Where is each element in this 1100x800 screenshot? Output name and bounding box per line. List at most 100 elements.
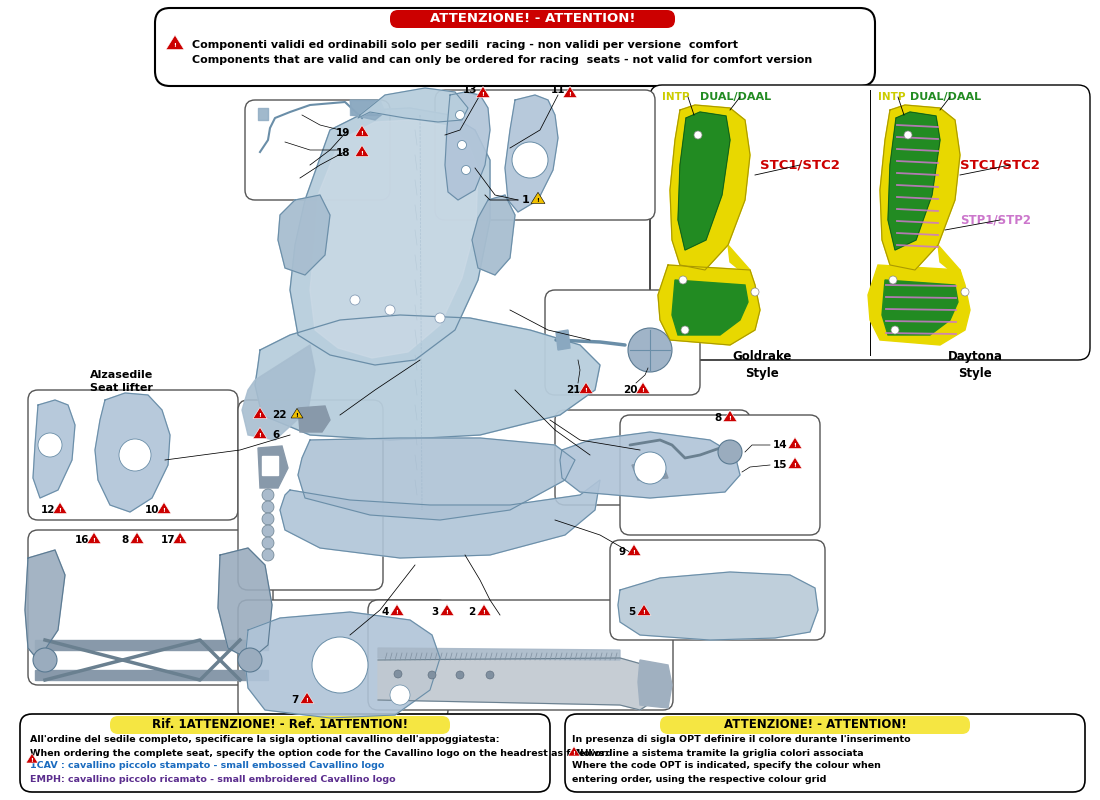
Text: !: ! xyxy=(632,550,636,555)
Text: dell'ordine a sistema tramite la griglia colori associata: dell'ordine a sistema tramite la griglia… xyxy=(572,749,864,758)
Text: !: ! xyxy=(584,388,587,393)
Polygon shape xyxy=(358,88,468,122)
Polygon shape xyxy=(556,330,570,350)
Circle shape xyxy=(434,313,446,323)
Polygon shape xyxy=(880,105,960,270)
Polygon shape xyxy=(938,245,962,280)
Text: 10: 10 xyxy=(145,505,160,515)
Polygon shape xyxy=(788,438,802,449)
Polygon shape xyxy=(310,120,478,358)
Text: Componenti validi ed ordinabili solo per sedili  racing - non validi per version: Componenti validi ed ordinabili solo per… xyxy=(192,40,738,50)
Polygon shape xyxy=(672,280,748,335)
Polygon shape xyxy=(670,105,750,270)
Circle shape xyxy=(262,513,274,525)
Polygon shape xyxy=(350,100,385,120)
Polygon shape xyxy=(157,502,170,514)
Polygon shape xyxy=(728,245,752,280)
Polygon shape xyxy=(563,86,578,98)
Polygon shape xyxy=(627,544,641,555)
Text: !: ! xyxy=(306,698,308,703)
Text: 1: 1 xyxy=(522,195,530,205)
Circle shape xyxy=(262,549,274,561)
Polygon shape xyxy=(173,532,187,543)
Circle shape xyxy=(961,288,969,296)
FancyBboxPatch shape xyxy=(28,390,238,520)
Polygon shape xyxy=(477,604,491,615)
Polygon shape xyxy=(298,406,330,432)
FancyBboxPatch shape xyxy=(610,540,825,640)
Text: 21: 21 xyxy=(565,385,581,395)
Polygon shape xyxy=(476,86,490,98)
Text: 1CAV : cavallino piccolo stampato - small embossed Cavallino logo: 1CAV : cavallino piccolo stampato - smal… xyxy=(30,762,384,770)
Polygon shape xyxy=(868,265,970,345)
Text: !: ! xyxy=(135,538,139,543)
Polygon shape xyxy=(35,640,268,650)
Text: Seat lifter: Seat lifter xyxy=(90,383,153,393)
Circle shape xyxy=(694,131,702,139)
Circle shape xyxy=(462,166,471,174)
Text: 6: 6 xyxy=(272,430,279,440)
Text: When ordering the complete seat, specify the option code for the Cavallino logo : When ordering the complete seat, specify… xyxy=(30,749,608,758)
Polygon shape xyxy=(638,660,672,708)
Text: 17: 17 xyxy=(161,535,175,545)
Text: 20: 20 xyxy=(623,385,637,395)
Circle shape xyxy=(455,110,464,119)
Polygon shape xyxy=(560,432,740,498)
Text: !: ! xyxy=(641,388,645,393)
Polygon shape xyxy=(33,400,75,498)
Text: 8: 8 xyxy=(714,413,722,423)
Text: 16: 16 xyxy=(75,535,89,545)
Circle shape xyxy=(39,433,62,457)
Text: 7: 7 xyxy=(292,695,299,705)
Text: !: ! xyxy=(31,758,33,763)
Text: !: ! xyxy=(793,463,796,468)
Polygon shape xyxy=(658,265,760,345)
Text: 3: 3 xyxy=(431,607,439,617)
Circle shape xyxy=(385,305,395,315)
Text: In presenza di sigla OPT definire il colore durante l'inserimento: In presenza di sigla OPT definire il col… xyxy=(572,735,911,745)
FancyBboxPatch shape xyxy=(434,90,654,220)
Polygon shape xyxy=(505,95,558,212)
Polygon shape xyxy=(242,345,315,440)
Text: !: ! xyxy=(446,610,449,615)
Polygon shape xyxy=(446,92,490,200)
Text: !: ! xyxy=(163,508,165,514)
Polygon shape xyxy=(882,280,958,335)
FancyBboxPatch shape xyxy=(368,600,673,710)
Circle shape xyxy=(119,439,151,471)
Text: 9: 9 xyxy=(618,547,626,557)
Polygon shape xyxy=(355,146,368,157)
Polygon shape xyxy=(723,410,737,422)
Text: INTP: INTP xyxy=(662,92,690,102)
Circle shape xyxy=(33,648,57,672)
Polygon shape xyxy=(678,112,730,250)
Circle shape xyxy=(312,637,368,693)
Polygon shape xyxy=(298,438,575,520)
Text: 22: 22 xyxy=(272,410,286,420)
Text: !: ! xyxy=(258,413,262,418)
Circle shape xyxy=(390,685,410,705)
Text: !: ! xyxy=(793,443,796,448)
Polygon shape xyxy=(53,502,67,514)
Polygon shape xyxy=(888,112,940,250)
Text: 2: 2 xyxy=(469,607,475,617)
Circle shape xyxy=(889,276,896,284)
Text: Where the code OPT is indicated, specify the colour when: Where the code OPT is indicated, specify… xyxy=(572,762,881,770)
FancyBboxPatch shape xyxy=(620,415,820,535)
Polygon shape xyxy=(472,195,515,275)
Polygon shape xyxy=(218,548,272,660)
FancyBboxPatch shape xyxy=(565,714,1085,792)
Polygon shape xyxy=(579,382,593,394)
Circle shape xyxy=(394,670,402,678)
Text: 13: 13 xyxy=(463,85,477,95)
Polygon shape xyxy=(130,532,144,543)
FancyBboxPatch shape xyxy=(28,530,273,685)
Text: Goldrake
Style: Goldrake Style xyxy=(733,350,792,380)
Text: STP1/STP2: STP1/STP2 xyxy=(960,214,1031,226)
Circle shape xyxy=(262,525,274,537)
Polygon shape xyxy=(292,408,302,418)
Circle shape xyxy=(891,326,899,334)
Polygon shape xyxy=(278,195,330,275)
Polygon shape xyxy=(95,393,170,512)
Circle shape xyxy=(456,671,464,679)
